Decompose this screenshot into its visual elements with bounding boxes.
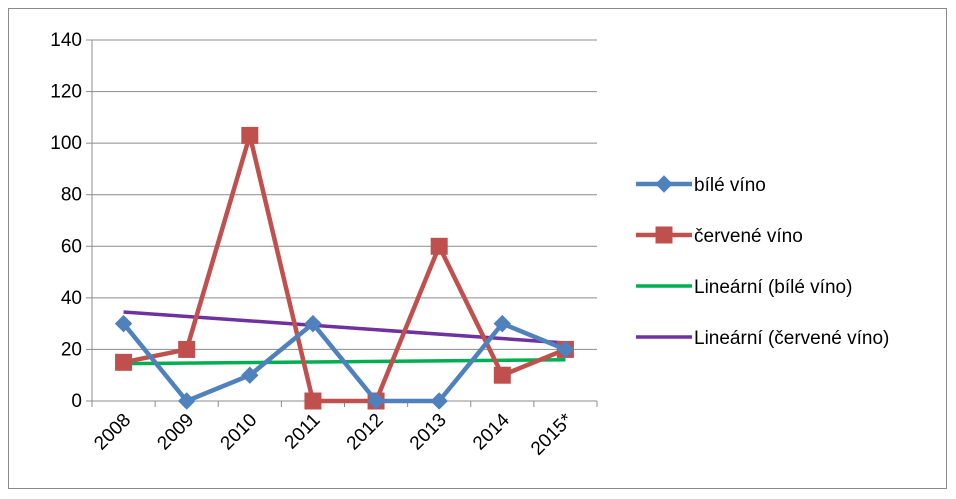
data-series [114, 126, 575, 410]
x-tick-label: 2015* [527, 409, 577, 459]
legend-marker [655, 226, 673, 244]
data-point-white-wine [241, 366, 259, 384]
data-point-white-wine [430, 392, 448, 410]
x-tick-label: 2014 [469, 409, 514, 454]
y-tick-label: 40 [61, 288, 82, 309]
x-tick-label: 2009 [153, 410, 198, 455]
data-point-white-wine [177, 392, 196, 410]
x-tick-label: 2013 [406, 410, 451, 455]
legend: bílé víno červené víno Lineární (bílé víno… [636, 175, 889, 349]
data-point-white-wine [114, 314, 133, 333]
data-point-red-wine [304, 392, 322, 410]
data-point-red-wine [241, 126, 259, 144]
y-tick-label: 100 [50, 133, 82, 154]
data-point-red-wine [178, 340, 196, 358]
x-tick-label: 2008 [90, 410, 135, 455]
data-point-red-wine [430, 237, 448, 255]
legend-label: červené víno [694, 226, 803, 247]
legend-item-trend-red-wine: Lineární (červené víno) [636, 328, 889, 349]
legend-label: Lineární (červené víno) [694, 328, 889, 349]
y-axis-tick-labels: 0 20 40 60 80 100 120 140 [50, 30, 82, 412]
data-point-white-wine [304, 314, 322, 333]
legend-item-trend-white-wine: Lineární (bílé víno) [636, 277, 852, 298]
y-tick-label: 140 [50, 30, 82, 51]
series-line-red-wine [123, 133, 567, 404]
y-tick-label: 80 [61, 185, 82, 206]
x-axis-tick-labels: 2008 2009 2010 2011 2012 2013 2014 2015* [90, 409, 577, 459]
x-tick-label: 2010 [217, 410, 262, 455]
x-tick-label: 2012 [343, 410, 388, 455]
y-tick-label: 60 [61, 236, 82, 257]
legend-marker [655, 175, 673, 193]
data-point-red-wine [115, 353, 133, 371]
y-tick-label: 20 [61, 339, 82, 360]
axes [86, 39, 598, 407]
legend-item-white-wine: bílé víno [636, 175, 766, 196]
data-point-white-wine [556, 340, 575, 359]
data-point-white-wine [367, 392, 385, 410]
x-tick-label: 2011 [281, 410, 325, 454]
data-point-white-wine [493, 314, 512, 333]
series-line-white-wine [121, 321, 567, 404]
gridlines [92, 39, 597, 350]
y-tick-label: 120 [50, 82, 82, 103]
legend-label: Lineární (bílé víno) [694, 277, 852, 298]
legend-label: bílé víno [694, 175, 766, 196]
chart-frame [8, 8, 947, 489]
data-point-red-wine [493, 366, 511, 384]
y-tick-label: 0 [71, 391, 82, 412]
legend-item-red-wine: červené víno [636, 226, 803, 247]
